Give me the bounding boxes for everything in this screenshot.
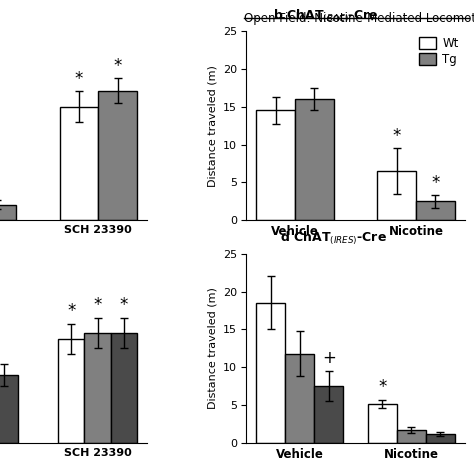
Bar [285,354,314,443]
Text: Open Field: Nicotine-Mediated Locomoto: Open Field: Nicotine-Mediated Locomoto [244,12,474,25]
Text: *: * [392,127,401,145]
Text: d ChAT$_{(IRES)}$-Cre: d ChAT$_{(IRES)}$-Cre [280,230,387,247]
Text: *: * [120,296,128,314]
Bar [98,91,137,220]
Bar [426,434,455,443]
Bar [256,303,285,443]
Bar [58,339,84,443]
Text: *: * [75,70,83,88]
Bar [84,333,111,443]
Bar [377,171,416,220]
Y-axis label: Distance traveled (m): Distance traveled (m) [207,64,217,187]
Text: *: * [113,57,122,75]
Bar [416,201,455,220]
Bar [256,110,295,220]
Text: b ChAT$_{(BAC)}$-Cre: b ChAT$_{(BAC)}$-Cre [273,7,379,25]
Bar [397,429,426,443]
Bar [314,386,343,443]
Bar [111,333,137,443]
Bar [295,99,334,220]
Bar [0,375,18,443]
Text: +: + [322,349,336,367]
Bar [0,205,16,220]
Legend: Wt, Tg: Wt, Tg [419,36,459,66]
Y-axis label: Distance traveled (m): Distance traveled (m) [207,287,217,410]
Bar [368,404,397,443]
Text: *: * [93,296,102,314]
Text: *: * [431,173,439,191]
Bar [60,107,98,220]
Text: *: * [378,378,386,396]
Text: *: * [67,302,75,320]
